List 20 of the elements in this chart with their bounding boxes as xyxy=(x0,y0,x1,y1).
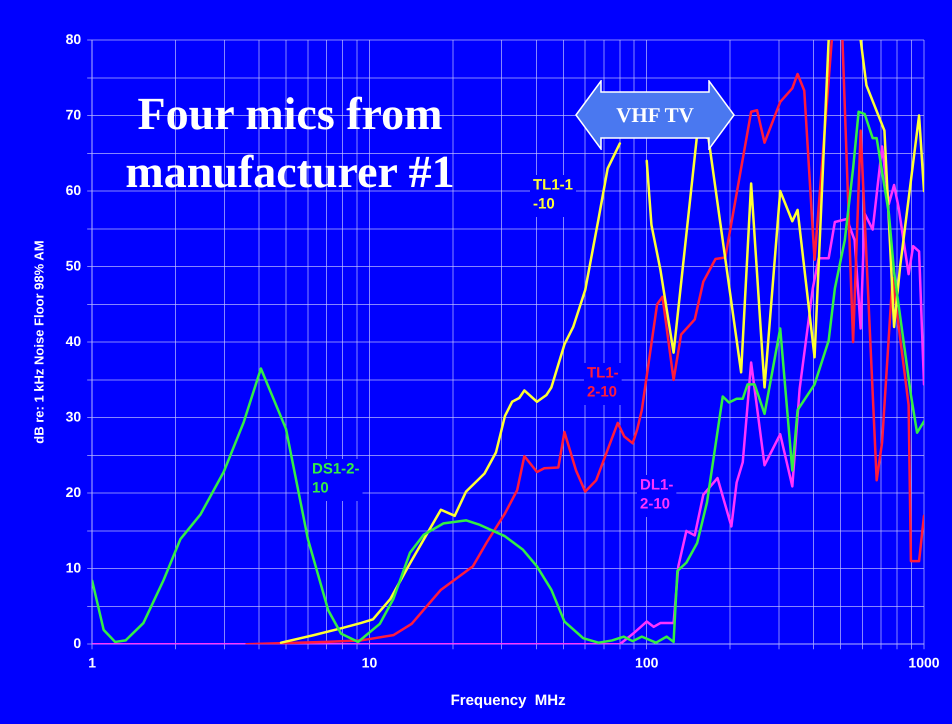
y-tick-label: 0 xyxy=(73,635,82,652)
y-tick-label: 70 xyxy=(66,106,82,122)
x-axis-title: Frequency MHz xyxy=(450,692,566,710)
y-axis-title: dB re: 1 kHz Noise Floor 98% AM xyxy=(31,240,46,444)
series-label: TL1-1-10 xyxy=(533,176,574,213)
x-tick-label: 10 xyxy=(362,654,378,670)
y-tick-label: 40 xyxy=(66,332,82,349)
series-label: DL1-2-10 xyxy=(640,476,674,513)
y-tick-label: 20 xyxy=(66,484,82,500)
series-label: DS1-2-10 xyxy=(312,460,360,497)
y-tick-label: 80 xyxy=(66,30,82,47)
y-tick-label: 10 xyxy=(66,560,82,576)
x-tick-label: 1 xyxy=(88,654,96,670)
y-tick-label: 60 xyxy=(66,182,82,198)
y-tick-label: 50 xyxy=(66,257,82,274)
series-label: TL1-2-10 xyxy=(587,364,619,401)
x-tick-label: 1000 xyxy=(908,654,940,670)
text: Four mics from manufacturer #1 xyxy=(125,88,455,197)
y-tick-label: 30 xyxy=(66,408,82,424)
x-tick-label: 100 xyxy=(635,654,659,670)
